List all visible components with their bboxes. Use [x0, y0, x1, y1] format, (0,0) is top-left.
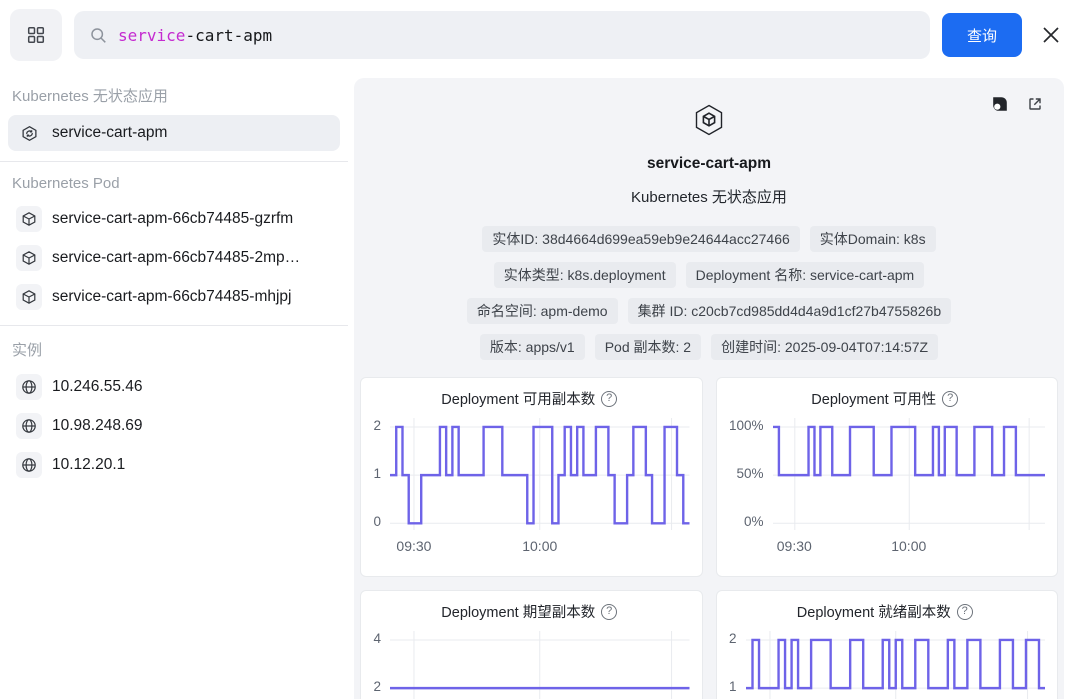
- sidebar-item-label: 10.12.20.1: [52, 456, 126, 473]
- globe-icon: [16, 413, 42, 439]
- grid-icon: [26, 25, 46, 45]
- globe-icon: [16, 374, 42, 400]
- sidebar-divider: [0, 161, 348, 162]
- help-icon[interactable]: ?: [956, 603, 973, 620]
- sidebar-section-header-instances: 实例: [12, 342, 43, 359]
- badge-entity-domain: 实体Domain: k8s: [809, 226, 936, 252]
- external-link-icon[interactable]: [1026, 95, 1044, 113]
- y-tick-label: 50%: [736, 466, 764, 482]
- sidebar-item-label: service-cart-apm: [52, 124, 168, 141]
- y-tick-label: 1: [373, 466, 381, 482]
- chart-title: Deployment 可用性: [811, 392, 937, 408]
- sidebar-section-header-deployment: Kubernetes 无状态应用: [12, 88, 168, 105]
- chart-plot-area[interactable]: [746, 631, 1046, 699]
- entity-subtitle: Kubernetes 无状态应用: [631, 189, 787, 206]
- sidebar-item-label: service-cart-apm-66cb74485-2mp…: [52, 249, 301, 266]
- chart-title: Deployment 期望副本数: [441, 605, 596, 621]
- chart-availability: Deployment 可用性 ? 100% 50% 0% 09:30 10:00: [715, 377, 1058, 577]
- help-icon[interactable]: ?: [601, 390, 618, 407]
- sidebar-item-label: 10.98.248.69: [52, 417, 143, 434]
- chart-available-replicas: Deployment 可用副本数 ? 2 1 0 09:30 10:00: [360, 377, 703, 577]
- search-query-rest: -cart-apm: [185, 25, 273, 45]
- badge-row: 版本: apps/v1 Pod 副本数: 2 创建时间: 2025-09-04T…: [360, 334, 1058, 360]
- badge-entity-type: 实体类型: k8s.deployment: [493, 262, 676, 288]
- chart-plot-area[interactable]: [773, 418, 1046, 530]
- search-icon: [90, 27, 107, 44]
- entity-title: service-cart-apm: [646, 155, 772, 172]
- k8s-pod-icon: [16, 245, 42, 271]
- badge-row: 命名空间: apm-demo 集群 ID: c20cb7cd985dd4d4a9…: [360, 298, 1058, 324]
- y-tick-label: 0: [373, 514, 381, 530]
- sidebar-item-instance[interactable]: 10.12.20.1: [8, 447, 340, 483]
- y-axis: 210: [725, 631, 746, 699]
- badge-cluster-id: 集群 ID: c20cb7cd985dd4d4a9d1cf27b4755826b: [627, 298, 952, 324]
- badge-row: 实体ID: 38d4664d699ea59eb9e24644acc27466 实…: [360, 226, 1058, 252]
- chart-title: Deployment 就绪副本数: [796, 605, 951, 621]
- sidebar-item-instance[interactable]: 10.98.248.69: [8, 408, 340, 444]
- search-query-text: service-cart-apm: [118, 26, 272, 45]
- close-icon: [1040, 24, 1062, 46]
- y-tick-label: 100%: [728, 417, 764, 433]
- y-tick-label: 2: [373, 417, 381, 433]
- x-tick-label: 09:30: [776, 538, 812, 554]
- badge-version: 版本: apps/v1: [479, 334, 585, 360]
- y-tick-label: 2: [728, 630, 737, 646]
- entity-metadata: 实体ID: 38d4664d699ea59eb9e24644acc27466 实…: [360, 226, 1058, 360]
- sidebar-divider: [0, 325, 348, 326]
- search-input[interactable]: service-cart-apm: [74, 11, 930, 59]
- k8s-pod-icon: [16, 284, 42, 310]
- sidebar-item-pod[interactable]: service-cart-apm-66cb74485-mhjpj: [8, 279, 340, 315]
- sidebar-item-label: 10.246.55.46: [52, 378, 143, 395]
- chart-title: Deployment 可用副本数: [441, 392, 596, 408]
- k8s-deployment-icon-large: [360, 102, 1058, 138]
- badge-created-at: 创建时间: 2025-09-04T07:14:57Z: [711, 334, 939, 360]
- sidebar-item-instance[interactable]: 10.246.55.46: [8, 369, 340, 405]
- chart-plot-area[interactable]: [390, 418, 690, 530]
- y-axis: 2 1 0: [369, 418, 390, 530]
- badge-row: 实体类型: k8s.deployment Deployment 名称: serv…: [360, 262, 1058, 288]
- topbar: service-cart-apm 查询: [0, 0, 1080, 70]
- y-tick-label: 0%: [743, 514, 764, 530]
- sidebar-item-pod[interactable]: service-cart-apm-66cb74485-gzrfm: [8, 201, 340, 237]
- x-tick-label: 10:00: [522, 538, 558, 554]
- sidebar-item-label: service-cart-apm-66cb74485-gzrfm: [52, 210, 294, 227]
- sidebar-item-label: service-cart-apm-66cb74485-mhjpj: [52, 288, 292, 305]
- sidebar-item-pod[interactable]: service-cart-apm-66cb74485-2mp…: [8, 240, 340, 276]
- x-tick-label: 10:00: [891, 538, 927, 554]
- query-button[interactable]: 查询: [941, 13, 1022, 57]
- y-axis: 100% 50% 0%: [725, 418, 773, 530]
- x-tick-label: 09:30: [396, 538, 432, 554]
- y-axis: 420: [369, 631, 390, 699]
- panel-actions: [990, 94, 1044, 114]
- k8s-pod-icon: [16, 206, 42, 232]
- y-tick-label: 1: [728, 679, 737, 695]
- search-query-highlight: service: [118, 25, 186, 45]
- sidebar-section-header-pods: Kubernetes Pod: [12, 175, 120, 192]
- sidebar: Kubernetes 无状态应用 service-cart-apm Kubern…: [0, 70, 348, 486]
- x-axis: 09:30 10:00: [773, 535, 1046, 559]
- globe-icon: [16, 452, 42, 478]
- charts-grid: Deployment 可用副本数 ? 2 1 0 09:30 10:00 Deploy…: [360, 377, 1058, 699]
- help-icon[interactable]: ?: [942, 390, 959, 407]
- y-tick-label: 2: [373, 679, 381, 695]
- x-axis: 09:30 10:00: [390, 535, 690, 559]
- sidebar-item-deployment[interactable]: service-cart-apm: [8, 115, 340, 151]
- k8s-deployment-icon: [16, 120, 42, 146]
- badge-entity-id: 实体ID: 38d4664d699ea59eb9e24644acc27466: [482, 226, 800, 252]
- chart-plot-area[interactable]: [390, 631, 690, 699]
- badge-pod-replicas: Pod 副本数: 2: [594, 334, 702, 360]
- close-button[interactable]: [1036, 20, 1066, 50]
- y-tick-label: 4: [373, 630, 381, 646]
- guance-logo-icon[interactable]: [990, 94, 1010, 114]
- help-icon[interactable]: ?: [601, 603, 618, 620]
- badge-deployment-name: Deployment 名称: service-cart-apm: [685, 262, 925, 288]
- badge-namespace: 命名空间: apm-demo: [466, 298, 618, 324]
- entity-detail-panel: service-cart-apm Kubernetes 无状态应用 实体ID: …: [354, 78, 1064, 699]
- app-grid-button[interactable]: [10, 9, 62, 61]
